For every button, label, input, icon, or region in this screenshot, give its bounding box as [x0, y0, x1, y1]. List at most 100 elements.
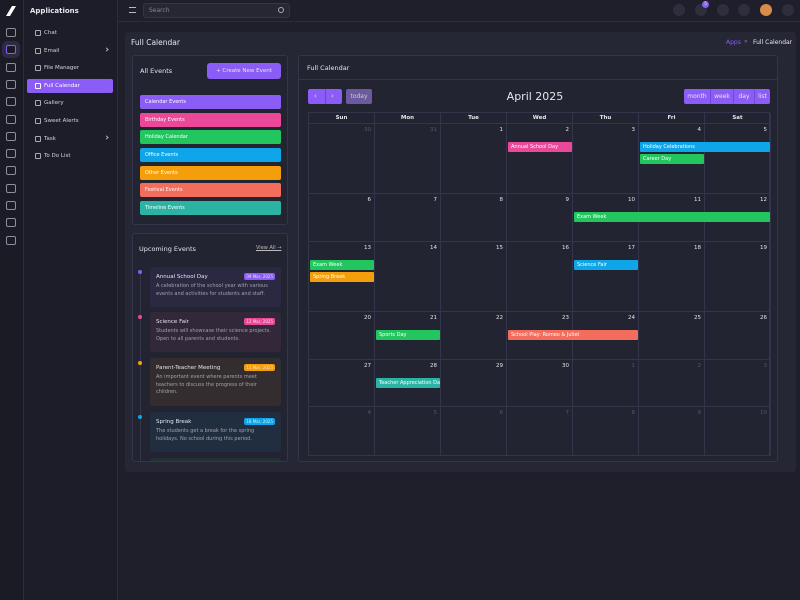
- day-cell[interactable]: [309, 360, 375, 407]
- upcoming-item[interactable]: [150, 458, 281, 461]
- rail-icon[interactable]: [6, 166, 16, 176]
- view-button[interactable]: month: [687, 93, 707, 100]
- menu-item[interactable]: Gallery: [27, 96, 113, 110]
- menu-item[interactable]: Sweet Alerts: [27, 114, 113, 128]
- day-cell[interactable]: [705, 360, 771, 407]
- breadcrumb-link[interactable]: Apps: [726, 39, 741, 46]
- calendar-event[interactable]: Sports Day: [376, 330, 440, 340]
- rail-icon[interactable]: [6, 45, 16, 55]
- settings-button[interactable]: [782, 4, 794, 16]
- day-cell[interactable]: [507, 360, 573, 407]
- create-event-button[interactable]: + Create New Event: [207, 63, 281, 79]
- day-cell[interactable]: [639, 360, 705, 407]
- rail-icon[interactable]: [6, 114, 16, 124]
- menu-item[interactable]: Task: [27, 132, 113, 146]
- event-category[interactable]: Holiday Calendar: [140, 130, 281, 145]
- view-all-link[interactable]: View All →: [256, 245, 282, 251]
- day-cell[interactable]: [507, 194, 573, 242]
- day-cell[interactable]: [573, 360, 639, 407]
- day-cell[interactable]: [705, 242, 771, 312]
- day-cell[interactable]: [309, 242, 375, 312]
- day-cell[interactable]: [573, 407, 639, 456]
- day-cell[interactable]: [309, 407, 375, 456]
- calendar-event[interactable]: Career Day: [640, 154, 704, 164]
- menu-item[interactable]: Email: [27, 44, 113, 58]
- rail-icon[interactable]: [6, 79, 16, 89]
- day-cell[interactable]: [639, 124, 705, 194]
- day-cell[interactable]: [507, 407, 573, 456]
- event-category[interactable]: Other Events: [140, 165, 281, 180]
- rail-icon[interactable]: [6, 235, 16, 245]
- icon-button[interactable]: [673, 4, 685, 16]
- rail-icon[interactable]: [6, 218, 16, 228]
- upcoming-item[interactable]: Science Fair 12 Mar, 2025 Students will sh…: [150, 312, 281, 352]
- upcoming-item[interactable]: Parent-Teacher Meeting 15 Mar, 2025 An imp…: [150, 358, 281, 406]
- upcoming-item[interactable]: Annual School Day 09 Mar, 2025 A celebrati…: [150, 267, 281, 307]
- calendar-event[interactable]: Spring Break: [310, 272, 374, 282]
- day-cell[interactable]: [375, 312, 441, 360]
- day-cell[interactable]: [375, 124, 441, 194]
- day-cell[interactable]: [375, 194, 441, 242]
- hamburger[interactable]: [129, 7, 136, 13]
- rail-icon[interactable]: [6, 149, 16, 159]
- rail-icon[interactable]: [6, 131, 16, 141]
- rail-icon[interactable]: [6, 28, 16, 37]
- rail-icon[interactable]: [6, 183, 16, 193]
- day-cell[interactable]: [309, 124, 375, 194]
- next-button[interactable]: [325, 89, 342, 104]
- day-cell[interactable]: [375, 360, 441, 407]
- notification-button[interactable]: [717, 4, 729, 16]
- day-cell[interactable]: [705, 124, 771, 194]
- view-button[interactable]: day: [733, 89, 754, 104]
- day-cell[interactable]: [705, 194, 771, 242]
- menu-item[interactable]: Full Calendar: [27, 78, 113, 93]
- today-button[interactable]: today: [346, 89, 372, 104]
- day-cell[interactable]: [507, 242, 573, 312]
- menu-item[interactable]: Chat: [27, 26, 113, 40]
- prev-button[interactable]: [308, 89, 325, 104]
- calendar-event[interactable]: Annual School Day: [508, 142, 572, 152]
- day-cell[interactable]: [309, 194, 375, 242]
- menu-item[interactable]: File Manager: [27, 61, 113, 75]
- day-cell[interactable]: [705, 407, 771, 456]
- calendar-event[interactable]: Teacher Appreciation Day: [376, 378, 440, 388]
- day-cell[interactable]: [639, 312, 705, 360]
- day-cell[interactable]: [573, 124, 639, 194]
- calendar-event[interactable]: Science Fair: [574, 260, 638, 270]
- event-category[interactable]: Calendar Events: [140, 95, 281, 109]
- day-cell[interactable]: [639, 242, 705, 312]
- calendar-event[interactable]: Exam Week: [310, 260, 374, 270]
- search-box[interactable]: Search: [143, 3, 290, 18]
- day-cell[interactable]: [507, 124, 573, 194]
- calendar-event[interactable]: School Play: Romeo & Juliet: [508, 330, 638, 340]
- fullscreen-button[interactable]: [738, 4, 750, 16]
- day-cell[interactable]: [573, 312, 639, 360]
- day-cell[interactable]: [441, 242, 507, 312]
- calendar-event[interactable]: Exam Week: [574, 212, 770, 222]
- rail-icon[interactable]: [6, 97, 16, 107]
- day-cell[interactable]: [441, 312, 507, 360]
- day-cell[interactable]: [441, 124, 507, 194]
- upcoming-item[interactable]: Spring Break 18 Mar, 2025 The students get…: [150, 412, 281, 452]
- event-category[interactable]: Timeline Events: [140, 201, 281, 216]
- view-button[interactable]: week: [710, 89, 733, 104]
- view-button[interactable]: list: [754, 89, 770, 104]
- day-cell[interactable]: [441, 407, 507, 456]
- rail-icon[interactable]: [6, 62, 16, 72]
- event-category[interactable]: Festival Events: [140, 183, 281, 198]
- day-cell[interactable]: [573, 242, 639, 312]
- day-cell[interactable]: [639, 407, 705, 456]
- cart-button[interactable]: 5: [695, 1, 709, 16]
- day-cell[interactable]: [375, 242, 441, 312]
- event-category[interactable]: Birthday Events: [140, 112, 281, 127]
- menu-item[interactable]: To Do List: [27, 149, 113, 163]
- calendar-event[interactable]: Holiday Celebrations: [640, 142, 770, 152]
- day-cell[interactable]: [375, 407, 441, 456]
- event-category[interactable]: Office Events: [140, 148, 281, 162]
- day-cell[interactable]: [309, 312, 375, 360]
- day-cell[interactable]: [705, 312, 771, 360]
- avatar[interactable]: [760, 4, 772, 16]
- day-cell[interactable]: [441, 194, 507, 242]
- day-cell[interactable]: [441, 360, 507, 407]
- rail-icon[interactable]: [6, 201, 16, 210]
